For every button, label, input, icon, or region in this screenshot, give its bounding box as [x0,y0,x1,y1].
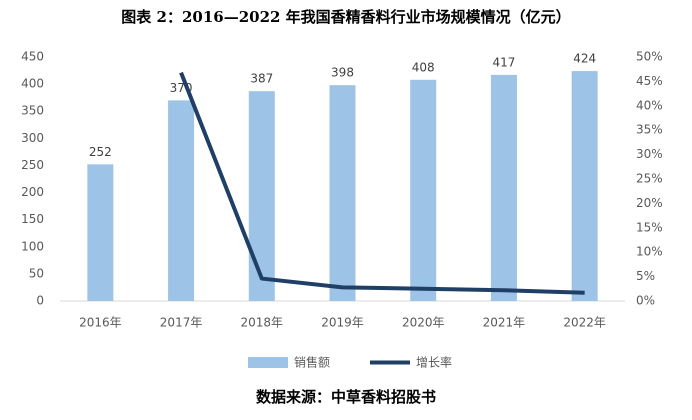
y-tick-label: 250 [21,158,44,172]
data-label: 398 [331,66,354,80]
x-tick-label: 2016年 [79,316,122,330]
source-note: 数据来源：中草香料招股书 [256,388,436,406]
data-label: 424 [573,52,596,66]
y-tick-label: 50 [29,266,44,280]
x-tick-label: 2020年 [402,316,445,330]
y2-tick-label: 40% [636,98,663,112]
bar [248,91,275,301]
y2-tick-label: 35% [636,123,663,137]
y-tick-label: 100 [21,239,44,253]
x-tick-label: 2022年 [563,316,606,330]
y2-tick-label: 45% [636,74,663,88]
bar [490,74,517,301]
chart-title: 图表 2：2016—2022 年我国香精香料行业市场规模情况（亿元） [121,8,570,26]
y2-tick-label: 10% [636,245,663,259]
y-tick-label: 0 [36,294,44,308]
x-tick-label: 2019年 [321,316,364,330]
legend-label: 增长率 [416,355,452,370]
y2-tick-label: 5% [636,269,655,283]
x-tick-label: 2018年 [241,316,284,330]
y2-tick-label: 0% [636,294,655,308]
data-label: 387 [250,72,273,86]
data-label: 417 [492,55,515,69]
y-tick-label: 300 [21,131,44,145]
y2-tick-label: 25% [636,172,663,186]
x-tick-label: 2017年 [160,316,203,330]
y-tick-label: 350 [21,104,44,118]
y2-tick-label: 30% [636,147,663,161]
bar [329,85,356,301]
bar [87,164,114,301]
bar [168,100,195,301]
legend-swatch [248,357,288,368]
y-tick-label: 450 [21,50,44,64]
y2-tick-label: 15% [636,220,663,234]
y2-tick-label: 20% [636,196,663,210]
y2-tick-label: 50% [636,50,663,64]
legend-label: 销售额 [294,355,330,370]
data-label: 408 [412,60,435,74]
y-tick-label: 150 [21,212,44,226]
bar [410,79,437,301]
y-tick-label: 400 [21,77,44,91]
data-label: 252 [89,145,112,159]
line [179,71,585,295]
y-tick-label: 200 [21,185,44,199]
bar [571,71,598,301]
x-tick-label: 2021年 [483,316,526,330]
